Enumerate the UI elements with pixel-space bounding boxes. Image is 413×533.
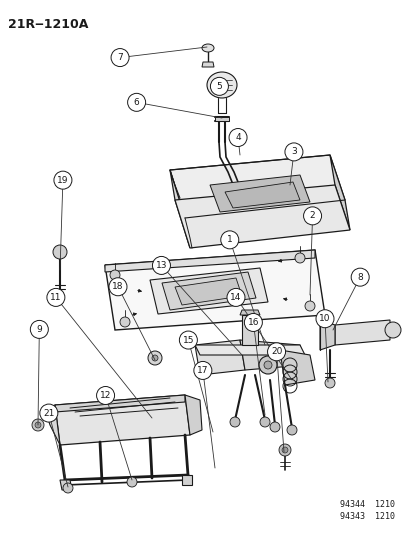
Circle shape: [324, 378, 334, 388]
Polygon shape: [240, 340, 304, 370]
Text: 1: 1: [226, 236, 232, 244]
Text: 5: 5: [216, 82, 222, 91]
Text: 9: 9: [36, 325, 42, 334]
Circle shape: [54, 171, 72, 189]
Circle shape: [228, 128, 247, 147]
Ellipse shape: [202, 44, 214, 52]
Text: 19: 19: [57, 176, 69, 184]
Circle shape: [63, 483, 73, 493]
Text: 21: 21: [43, 409, 55, 417]
Circle shape: [263, 361, 271, 369]
Polygon shape: [55, 395, 185, 412]
Circle shape: [278, 444, 290, 456]
Circle shape: [350, 268, 368, 286]
Circle shape: [259, 417, 269, 427]
Text: 12: 12: [100, 391, 111, 400]
Circle shape: [40, 404, 58, 422]
Circle shape: [210, 77, 228, 95]
Circle shape: [315, 310, 333, 328]
Polygon shape: [195, 345, 304, 355]
Polygon shape: [175, 278, 242, 305]
Polygon shape: [182, 475, 192, 485]
Text: 6: 6: [133, 98, 139, 107]
Text: 13: 13: [155, 261, 167, 270]
Circle shape: [53, 245, 67, 259]
Text: 94344  1210: 94344 1210: [339, 500, 394, 509]
Polygon shape: [175, 185, 349, 248]
Circle shape: [35, 422, 41, 428]
Circle shape: [244, 313, 262, 332]
Polygon shape: [105, 250, 314, 272]
Text: 11: 11: [50, 293, 62, 302]
Circle shape: [384, 322, 400, 338]
Circle shape: [152, 256, 170, 274]
Polygon shape: [55, 395, 190, 445]
Polygon shape: [170, 170, 190, 248]
Polygon shape: [105, 250, 324, 330]
Polygon shape: [214, 117, 228, 121]
Circle shape: [259, 356, 276, 374]
Polygon shape: [150, 268, 267, 314]
Polygon shape: [240, 310, 259, 315]
Text: 94343  1210: 94343 1210: [339, 512, 394, 521]
Polygon shape: [242, 315, 257, 345]
Polygon shape: [185, 395, 202, 435]
Circle shape: [96, 386, 114, 405]
Circle shape: [179, 331, 197, 349]
Circle shape: [294, 253, 304, 263]
Polygon shape: [209, 175, 309, 212]
Circle shape: [304, 301, 314, 311]
Polygon shape: [195, 340, 244, 375]
Circle shape: [30, 320, 48, 338]
Text: 2: 2: [309, 212, 315, 220]
Circle shape: [226, 288, 244, 306]
Circle shape: [152, 355, 158, 361]
Circle shape: [109, 278, 127, 296]
Circle shape: [281, 447, 287, 453]
Polygon shape: [170, 155, 344, 218]
Circle shape: [47, 288, 65, 306]
Text: 4: 4: [235, 133, 240, 142]
Circle shape: [111, 49, 129, 67]
Circle shape: [193, 361, 211, 379]
Text: 14: 14: [230, 293, 241, 302]
Circle shape: [303, 207, 321, 225]
Polygon shape: [334, 320, 389, 345]
Ellipse shape: [206, 72, 236, 98]
Polygon shape: [60, 480, 72, 490]
Circle shape: [269, 422, 279, 432]
Circle shape: [267, 343, 285, 361]
Text: 8: 8: [356, 273, 362, 281]
Circle shape: [147, 351, 161, 365]
Text: 18: 18: [112, 282, 123, 291]
Polygon shape: [279, 350, 314, 385]
Polygon shape: [319, 320, 334, 350]
Polygon shape: [202, 62, 214, 67]
Circle shape: [284, 143, 302, 161]
Text: 15: 15: [182, 336, 194, 344]
Circle shape: [127, 477, 137, 487]
Text: 10: 10: [318, 314, 330, 323]
Text: 3: 3: [290, 148, 296, 156]
Polygon shape: [161, 272, 255, 310]
Text: 17: 17: [197, 366, 208, 375]
Text: 16: 16: [247, 318, 259, 327]
Polygon shape: [329, 155, 349, 230]
Text: 20: 20: [270, 348, 282, 356]
Circle shape: [127, 93, 145, 111]
Circle shape: [230, 417, 240, 427]
Polygon shape: [224, 182, 299, 208]
Circle shape: [110, 270, 120, 280]
Polygon shape: [45, 405, 60, 445]
Circle shape: [286, 425, 296, 435]
Circle shape: [32, 419, 44, 431]
Text: 7: 7: [117, 53, 123, 62]
Circle shape: [120, 317, 130, 327]
Text: 21R‒1210A: 21R‒1210A: [8, 18, 88, 31]
Circle shape: [220, 231, 238, 249]
